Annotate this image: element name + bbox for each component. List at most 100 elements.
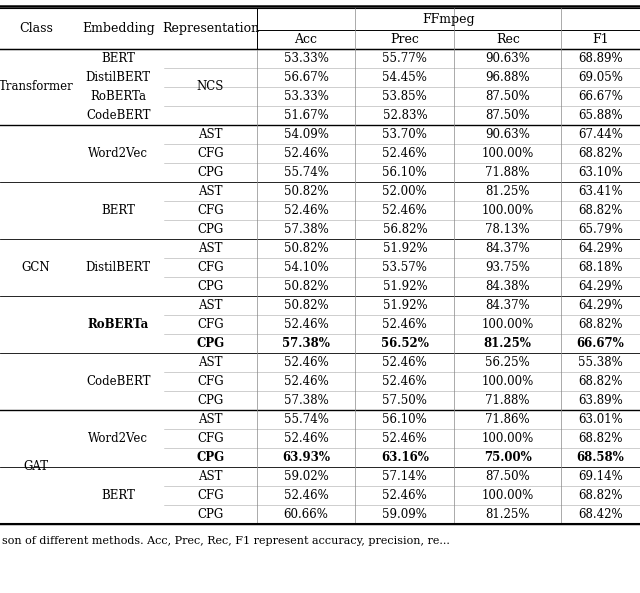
- Text: 100.00%: 100.00%: [481, 489, 534, 502]
- Text: 59.02%: 59.02%: [284, 470, 328, 483]
- Text: 55.74%: 55.74%: [284, 413, 328, 426]
- Text: 50.82%: 50.82%: [284, 280, 328, 293]
- Text: 87.50%: 87.50%: [485, 470, 530, 483]
- Text: 53.33%: 53.33%: [284, 52, 328, 65]
- Text: 55.77%: 55.77%: [383, 52, 428, 65]
- Text: AST: AST: [198, 299, 223, 312]
- Text: 68.18%: 68.18%: [579, 261, 623, 274]
- Text: CFG: CFG: [197, 261, 224, 274]
- Text: 52.46%: 52.46%: [383, 147, 428, 160]
- Text: Acc: Acc: [294, 33, 317, 46]
- Text: AST: AST: [198, 413, 223, 426]
- Text: 60.66%: 60.66%: [284, 508, 328, 521]
- Text: 50.82%: 50.82%: [284, 299, 328, 312]
- Text: 63.93%: 63.93%: [282, 451, 330, 464]
- Text: 52.83%: 52.83%: [383, 109, 427, 122]
- Text: Prec: Prec: [390, 33, 419, 46]
- Text: 52.46%: 52.46%: [284, 318, 328, 331]
- Text: 63.10%: 63.10%: [578, 166, 623, 179]
- Text: Word2Vec: Word2Vec: [88, 147, 148, 160]
- Text: 52.46%: 52.46%: [284, 375, 328, 388]
- Text: 53.33%: 53.33%: [284, 90, 328, 103]
- Text: F1: F1: [592, 33, 609, 46]
- Text: 63.41%: 63.41%: [578, 185, 623, 198]
- Text: RoBERTa: RoBERTa: [88, 318, 149, 331]
- Text: 68.82%: 68.82%: [579, 147, 623, 160]
- Text: 50.82%: 50.82%: [284, 185, 328, 198]
- Text: 69.14%: 69.14%: [578, 470, 623, 483]
- Text: 68.82%: 68.82%: [579, 318, 623, 331]
- Text: CPG: CPG: [197, 166, 223, 179]
- Text: 53.57%: 53.57%: [383, 261, 428, 274]
- Text: 57.38%: 57.38%: [282, 337, 330, 350]
- Text: CFG: CFG: [197, 489, 224, 502]
- Text: 69.05%: 69.05%: [578, 71, 623, 84]
- Text: Transformer: Transformer: [0, 81, 74, 94]
- Text: 87.50%: 87.50%: [485, 90, 530, 103]
- Text: GAT: GAT: [24, 461, 49, 473]
- Text: BERT: BERT: [101, 52, 135, 65]
- Text: 100.00%: 100.00%: [481, 318, 534, 331]
- Text: 96.88%: 96.88%: [485, 71, 530, 84]
- Text: 56.25%: 56.25%: [485, 356, 530, 369]
- Text: 100.00%: 100.00%: [481, 147, 534, 160]
- Text: 65.88%: 65.88%: [579, 109, 623, 122]
- Text: NCS: NCS: [196, 81, 224, 94]
- Text: 52.00%: 52.00%: [383, 185, 428, 198]
- Text: DistilBERT: DistilBERT: [86, 261, 151, 274]
- Text: 81.25%: 81.25%: [486, 185, 530, 198]
- Text: 52.46%: 52.46%: [383, 204, 428, 217]
- Text: 81.25%: 81.25%: [486, 508, 530, 521]
- Text: 65.79%: 65.79%: [578, 223, 623, 236]
- Text: FFmpeg: FFmpeg: [422, 12, 475, 25]
- Text: 100.00%: 100.00%: [481, 432, 534, 445]
- Text: 56.10%: 56.10%: [383, 166, 428, 179]
- Text: 75.00%: 75.00%: [484, 451, 532, 464]
- Text: 84.38%: 84.38%: [485, 280, 530, 293]
- Text: 66.67%: 66.67%: [577, 337, 625, 350]
- Text: 56.10%: 56.10%: [383, 413, 428, 426]
- Text: 64.29%: 64.29%: [578, 242, 623, 255]
- Text: 63.89%: 63.89%: [578, 394, 623, 407]
- Text: 93.75%: 93.75%: [485, 261, 530, 274]
- Text: 56.67%: 56.67%: [284, 71, 328, 84]
- Text: 52.46%: 52.46%: [284, 147, 328, 160]
- Text: DistilBERT: DistilBERT: [86, 71, 151, 84]
- Text: 52.46%: 52.46%: [284, 204, 328, 217]
- Text: BERT: BERT: [101, 489, 135, 502]
- Text: 57.38%: 57.38%: [284, 394, 328, 407]
- Text: 55.38%: 55.38%: [578, 356, 623, 369]
- Text: AST: AST: [198, 242, 223, 255]
- Text: Embedding: Embedding: [82, 22, 155, 35]
- Text: 78.13%: 78.13%: [485, 223, 530, 236]
- Text: 68.82%: 68.82%: [579, 489, 623, 502]
- Text: 55.74%: 55.74%: [284, 166, 328, 179]
- Text: CFG: CFG: [197, 318, 224, 331]
- Text: 100.00%: 100.00%: [481, 375, 534, 388]
- Text: 50.82%: 50.82%: [284, 242, 328, 255]
- Text: Class: Class: [19, 22, 53, 35]
- Text: son of different methods. Acc, Prec, Rec, F1 represent accuracy, precision, re..: son of different methods. Acc, Prec, Rec…: [2, 536, 450, 546]
- Text: 59.09%: 59.09%: [383, 508, 428, 521]
- Text: CPG: CPG: [197, 223, 223, 236]
- Text: 53.70%: 53.70%: [383, 128, 428, 141]
- Text: 51.92%: 51.92%: [383, 299, 427, 312]
- Text: AST: AST: [198, 185, 223, 198]
- Text: 100.00%: 100.00%: [481, 204, 534, 217]
- Text: AST: AST: [198, 356, 223, 369]
- Text: 54.10%: 54.10%: [284, 261, 328, 274]
- Text: 90.63%: 90.63%: [485, 128, 530, 141]
- Text: 68.58%: 68.58%: [577, 451, 625, 464]
- Text: 71.88%: 71.88%: [486, 394, 530, 407]
- Text: 56.52%: 56.52%: [381, 337, 429, 350]
- Text: 52.46%: 52.46%: [383, 318, 428, 331]
- Text: 84.37%: 84.37%: [485, 299, 530, 312]
- Text: 90.63%: 90.63%: [485, 52, 530, 65]
- Text: CFG: CFG: [197, 375, 224, 388]
- Text: CFG: CFG: [197, 204, 224, 217]
- Text: 51.92%: 51.92%: [383, 280, 427, 293]
- Text: 52.46%: 52.46%: [383, 375, 428, 388]
- Text: 71.86%: 71.86%: [485, 413, 530, 426]
- Text: 68.89%: 68.89%: [579, 52, 623, 65]
- Text: 57.14%: 57.14%: [383, 470, 428, 483]
